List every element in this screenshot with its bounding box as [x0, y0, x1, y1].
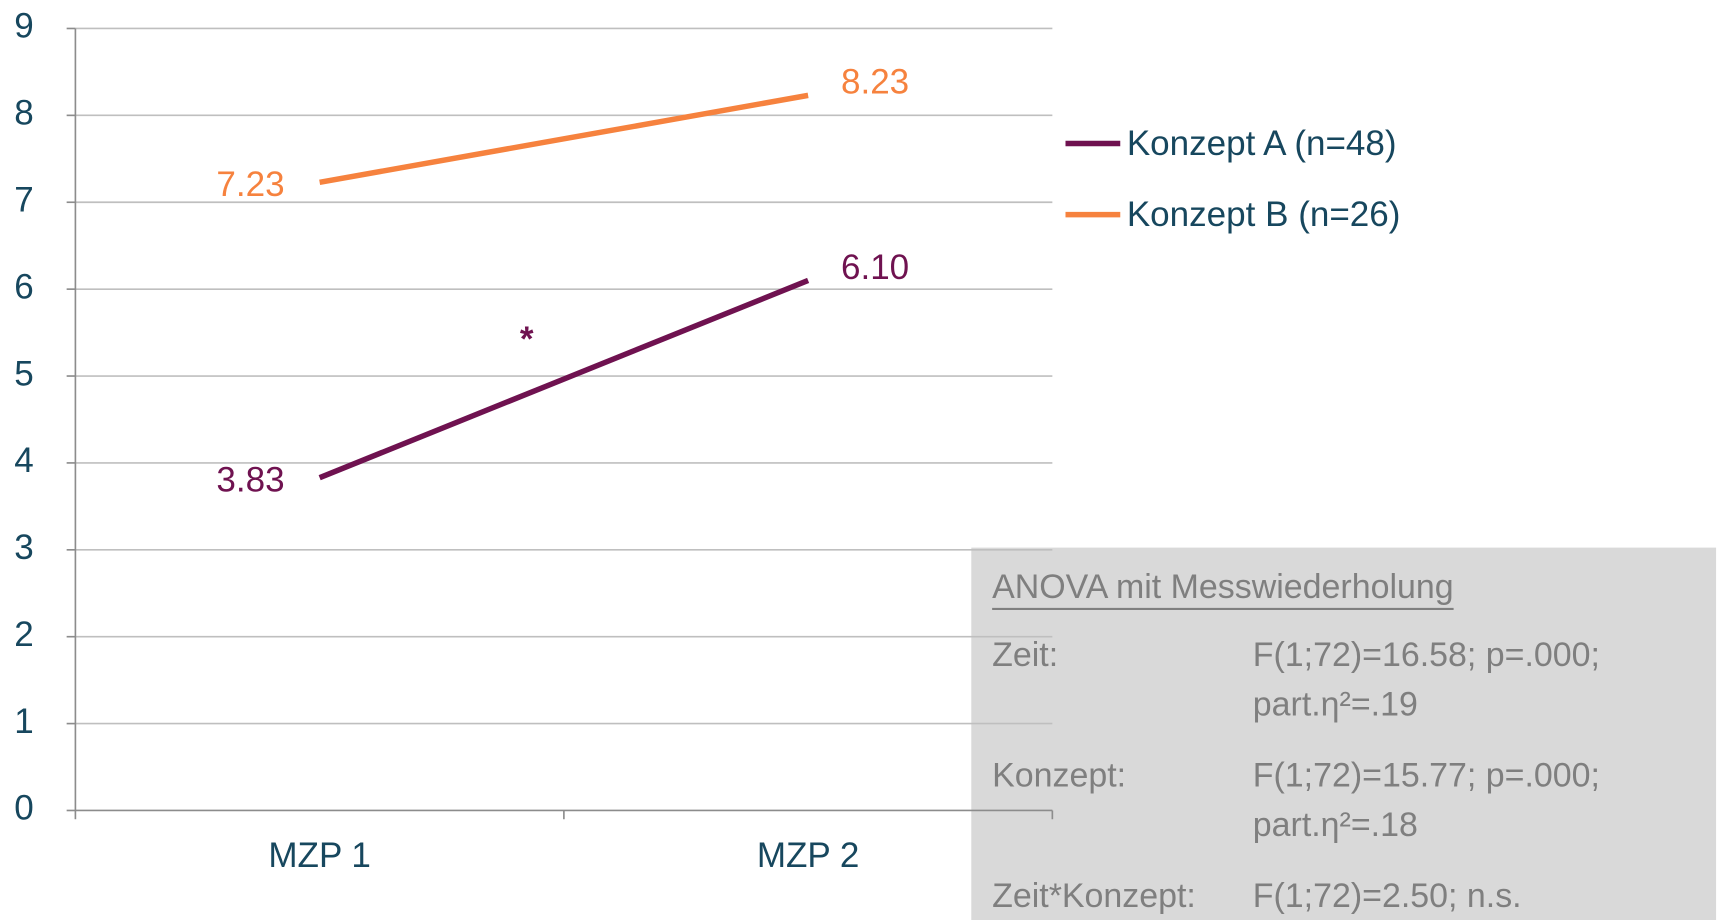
anova-value: F(1;72)=2.50; n.s.	[1253, 877, 1522, 915]
y-tick-label: 5	[14, 354, 33, 393]
y-tick-label: 3	[14, 528, 33, 567]
y-tick-label: 4	[14, 441, 33, 480]
y-tick-label: 0	[14, 789, 33, 828]
data-line	[319, 92, 809, 185]
legend-label: Konzept B (n=26)	[1127, 195, 1401, 234]
data-label: 6.10	[841, 248, 909, 287]
x-tick-label: MZP 2	[757, 836, 860, 875]
y-tick-label: 8	[14, 94, 33, 133]
anova-value: part.η²=.18	[1253, 806, 1418, 844]
anova-label: Zeit:	[992, 636, 1058, 674]
data-label: 8.23	[841, 63, 909, 102]
anova-value: F(1;72)=15.77; p=.000;	[1253, 757, 1600, 795]
anova-title: ANOVA mit Messwiederholung	[992, 568, 1454, 606]
y-tick-label: 7	[14, 181, 33, 220]
y-tick-label: 2	[14, 615, 33, 654]
anova-label: Konzept:	[992, 757, 1126, 795]
anova-label: Zeit*Konzept:	[992, 877, 1196, 915]
data-label: 3.83	[216, 460, 284, 499]
anova-value: part.η²=.19	[1253, 685, 1418, 723]
y-tick-label: 6	[14, 267, 33, 306]
x-tick-label: MZP 1	[268, 836, 371, 875]
significance-marker: *	[520, 320, 534, 359]
y-tick-label: 9	[14, 7, 33, 46]
data-label: 7.23	[216, 165, 284, 204]
anova-value: F(1;72)=16.58; p=.000;	[1253, 636, 1600, 674]
legend-label: Konzept A (n=48)	[1127, 124, 1397, 163]
y-tick-label: 1	[14, 702, 33, 741]
data-line	[318, 277, 810, 481]
